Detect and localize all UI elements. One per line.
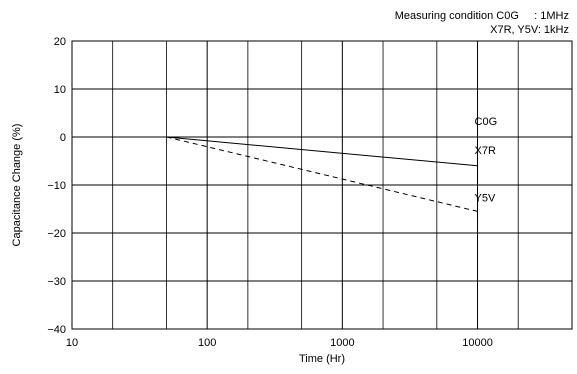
- measuring-condition-line1: Measuring condition C0G : 1MHz: [395, 10, 569, 22]
- series-line-y5v: [166, 136, 478, 212]
- y-tick-label: −30: [47, 276, 66, 288]
- x-tick-label: 1000: [330, 337, 354, 349]
- measuring-condition-line2: X7R, Y5V: 1kHz: [490, 24, 569, 36]
- x-tick-label: 100: [198, 337, 216, 349]
- series-label-x7r: X7R: [475, 145, 496, 157]
- y-tick-label: −40: [47, 324, 66, 336]
- y-tick-label: 0: [60, 132, 66, 144]
- series-line-x7r: [166, 136, 478, 167]
- y-axis-label: Capacitance Change (%): [11, 124, 23, 247]
- series-label-c0g: C0G: [475, 116, 498, 128]
- y-tick-label: 20: [54, 36, 66, 48]
- series-label-y5v: Y5V: [475, 192, 496, 204]
- x-tick-label: 10: [66, 337, 78, 349]
- x-tick-label: 10000: [462, 337, 493, 349]
- series-lines: C0G X7R Y5V: [166, 116, 497, 219]
- y-tick-label: −10: [47, 180, 66, 192]
- plot-frame: [71, 40, 573, 330]
- grid: [72, 41, 572, 329]
- y-tick-label: 10: [54, 84, 66, 96]
- x-axis-label: Time (Hr): [299, 353, 345, 365]
- y-tick-label: −20: [47, 228, 66, 240]
